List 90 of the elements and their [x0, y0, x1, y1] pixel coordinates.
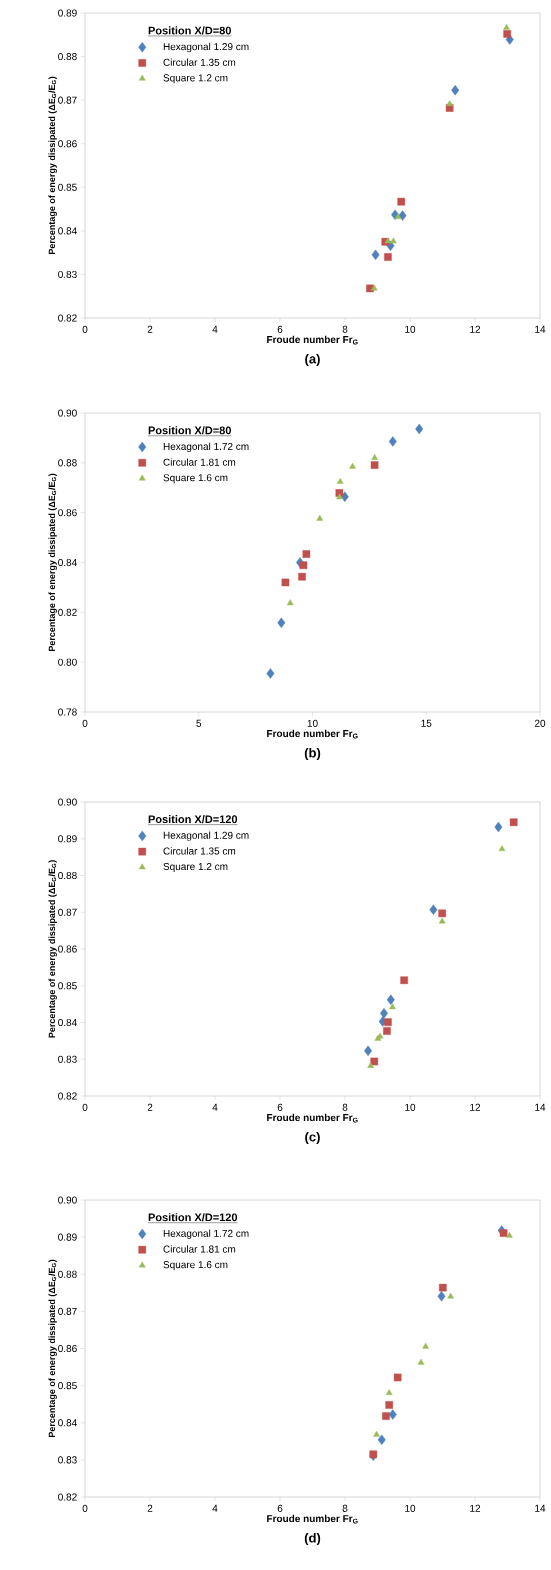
y-tick-label: 0.86 [58, 140, 77, 148]
x-tick-label: 6 [277, 1103, 283, 1111]
y-tick-label: 0.86 [58, 1344, 77, 1353]
y-tick-label: 0.84 [58, 558, 77, 567]
x-tick-label: 14 [535, 325, 546, 333]
text: (d) [304, 1532, 321, 1546]
legend-label: Circular 1.35 cm [163, 58, 236, 66]
y-tick-label: 0.80 [58, 658, 77, 666]
y-tick-label: 0.83 [58, 270, 77, 278]
y-tick-label: 0.89 [58, 1233, 77, 1241]
y-tick-label: 0.90 [58, 798, 77, 806]
text: (a) [305, 353, 320, 367]
legend-label: Square 1.2 cm [163, 863, 228, 873]
x-tick-label: 6 [277, 1504, 283, 1512]
x-tick-label: 12 [470, 325, 481, 333]
y-tick-label: 0.87 [58, 96, 77, 104]
y-tick-label: 0.82 [58, 608, 77, 616]
y-tick-label: 0.85 [58, 183, 77, 191]
y-tick-label: 0.83 [58, 1055, 77, 1063]
y-tick-label: 0.90 [58, 1196, 77, 1204]
legend-title: Position X/D=120 [148, 1213, 238, 1222]
x-tick-label: 10 [405, 325, 416, 333]
y-tick-label: 0.85 [58, 982, 77, 990]
x-tick-label: 5 [196, 719, 202, 727]
y-tick-label: 0.88 [58, 1270, 77, 1278]
y-tick-label: 0.88 [58, 871, 77, 880]
x-tick-label: 20 [534, 719, 546, 727]
x-tick-label: 0 [82, 1504, 88, 1512]
x-axis-title: Froude number Fr$_{G}$ [267, 1113, 358, 1123]
legend-label: Hexagonal 1.29 cm [163, 42, 249, 53]
legend-label: Square 1.6 cm [163, 1261, 228, 1271]
legend-label: Hexagonal 1.29 cm [163, 831, 249, 841]
y-tick-label: 0.89 [58, 9, 77, 17]
legend-label: Hexagonal 1.72 cm [163, 1229, 249, 1239]
y-tick-label: 0.87 [58, 908, 77, 916]
y-tick-label: 0.88 [58, 459, 77, 467]
y-tick-label: 0.84 [58, 1018, 77, 1027]
x-axis-title: Froude number Fr$_{G}$ [267, 729, 358, 739]
legend-label: Circular 1.35 cm [163, 847, 236, 855]
y-axis-title: Percentage of energy dissipated (ΔE$_{G}$/E$_{G}$) [48, 860, 57, 1038]
x-tick-label: 8 [342, 325, 348, 333]
y-tick-label: 0.89 [58, 835, 77, 843]
y-tick-label: 0.82 [58, 1092, 77, 1100]
y-tick-label: 0.82 [58, 1493, 77, 1501]
x-tick-label: 0 [82, 719, 88, 727]
x-tick-label: 12 [470, 1103, 481, 1111]
x-tick-label: 2 [147, 325, 153, 333]
legend-label: Square 1.2 cm [163, 74, 228, 84]
legend-title: Position X/D=80 [148, 26, 231, 35]
y-tick-label: 0.86 [58, 509, 77, 517]
y-axis-title: Percentage of energy dissipated (ΔE$_{G}$/E$_{G}$) [48, 473, 57, 652]
x-tick-label: 0 [82, 325, 88, 333]
x-tick-label: 10 [307, 719, 318, 727]
x-tick-label: 2 [147, 1103, 153, 1111]
y-tick-label: 0.87 [58, 1307, 77, 1315]
x-tick-label: 10 [405, 1504, 416, 1512]
y-tick-label: 0.84 [58, 227, 77, 235]
x-axis-title: Froude number Fr$_{G}$ [267, 335, 358, 345]
y-tick-label: 0.85 [58, 1382, 77, 1390]
legend-title: Position X/D=120 [148, 815, 238, 824]
x-tick-label: 12 [470, 1504, 481, 1512]
y-tick-label: 0.88 [58, 53, 77, 61]
legend-label: Square 1.6 cm [163, 474, 228, 484]
y-tick-label: 0.82 [58, 314, 77, 322]
x-tick-label: 14 [535, 1504, 546, 1512]
text: (b) [304, 747, 321, 761]
legend-label: Hexagonal 1.72 cm [163, 442, 249, 452]
y-axis-title: Percentage of energy dissipated (ΔE$_{G}$/E$_{G}$) [48, 76, 57, 255]
y-axis-title: Percentage of energy dissipated (ΔE$_{G}$/E$_{G}$) [48, 1259, 57, 1438]
x-tick-label: 15 [421, 719, 432, 727]
y-tick-label: 0.83 [58, 1456, 77, 1464]
x-tick-label: 14 [535, 1103, 546, 1111]
x-tick-label: 4 [212, 1504, 218, 1512]
x-tick-label: 0 [82, 1103, 88, 1111]
x-tick-label: 8 [342, 1504, 348, 1512]
legend-title: Position X/D=80 [148, 426, 231, 435]
text: (c) [305, 1131, 320, 1145]
legend-label: Circular 1.81 cm [163, 1245, 236, 1253]
x-axis-title: Froude number Fr$_{G}$ [267, 1514, 358, 1524]
y-tick-label: 0.78 [58, 708, 77, 716]
y-tick-label: 0.84 [58, 1419, 77, 1427]
x-tick-label: 4 [212, 325, 218, 333]
legend-label: Circular 1.81 cm [163, 458, 236, 466]
x-tick-label: 2 [147, 1504, 153, 1512]
y-tick-label: 0.86 [58, 945, 77, 953]
y-tick-label: 0.90 [58, 409, 77, 417]
x-tick-label: 6 [277, 325, 283, 333]
x-tick-label: 8 [342, 1103, 348, 1111]
x-tick-label: 10 [405, 1103, 416, 1111]
x-tick-label: 4 [212, 1103, 218, 1111]
